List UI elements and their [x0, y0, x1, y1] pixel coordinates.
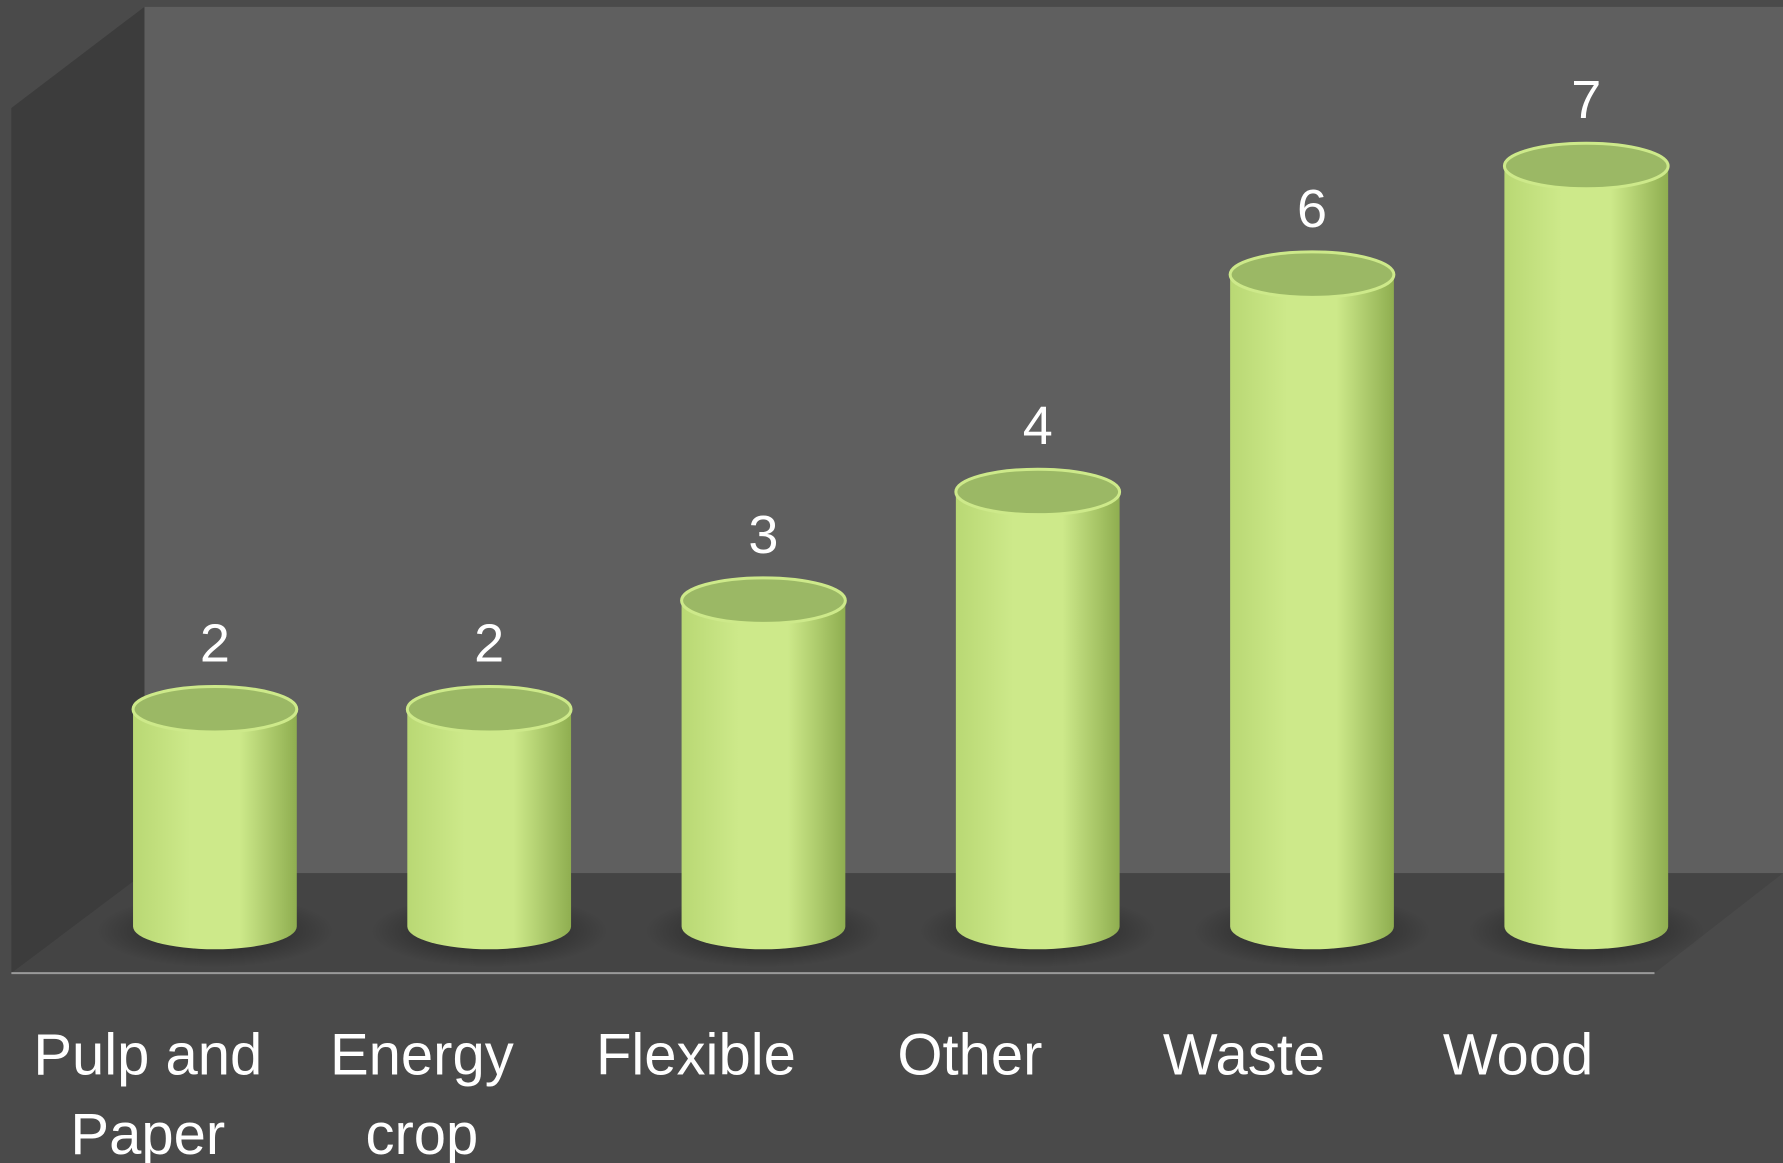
bar-top — [680, 576, 847, 625]
category-label: Pulp and Paper — [33, 1022, 262, 1163]
category-label-line: Energy — [330, 1022, 514, 1087]
category-label-line: Other — [897, 1022, 1042, 1087]
bar-body — [1230, 274, 1394, 950]
data-label: 3 — [748, 505, 778, 565]
bar-2 — [370, 684, 608, 968]
bar-body — [133, 709, 297, 950]
category-label: Flexible — [596, 1022, 796, 1087]
bar-top — [131, 684, 299, 734]
category-label: Energy crop — [330, 1022, 514, 1163]
data-label: 2 — [474, 613, 504, 673]
bar-1 — [96, 684, 334, 968]
bar-top — [1228, 250, 1396, 299]
data-label: 2 — [200, 613, 230, 673]
category-label-line: Flexible — [596, 1022, 796, 1087]
category-label: Other — [897, 1022, 1042, 1087]
chart-side-wall — [11, 6, 145, 974]
bar-body — [681, 600, 846, 950]
bar-body — [407, 709, 572, 950]
data-labels-layer: 2 2 3 4 6 7 — [200, 70, 1601, 673]
bar-top — [405, 684, 573, 734]
bar-top — [1502, 141, 1670, 191]
data-label: 7 — [1571, 70, 1601, 130]
category-label: Wood — [1443, 1022, 1593, 1087]
category-labels-layer: Pulp and Paper Energy crop Flexible Other Wast… — [33, 1022, 1593, 1163]
category-label-line: Paper — [70, 1102, 225, 1163]
category-label-line: crop — [365, 1102, 478, 1163]
bar-top — [954, 467, 1122, 517]
data-label: 6 — [1297, 179, 1327, 239]
bar-body — [1504, 165, 1669, 950]
bar-5 — [1193, 250, 1431, 968]
bars-layer — [96, 141, 1705, 968]
bar-3 — [644, 576, 883, 968]
bar-6 — [1467, 141, 1705, 968]
category-label-line: Wood — [1443, 1022, 1593, 1087]
bar-body — [955, 491, 1120, 950]
category-label-line: Pulp and — [33, 1022, 262, 1087]
data-label: 4 — [1023, 396, 1053, 456]
category-label-line: Waste — [1163, 1022, 1325, 1087]
bar-4 — [919, 467, 1157, 968]
category-label: Waste — [1163, 1022, 1325, 1087]
